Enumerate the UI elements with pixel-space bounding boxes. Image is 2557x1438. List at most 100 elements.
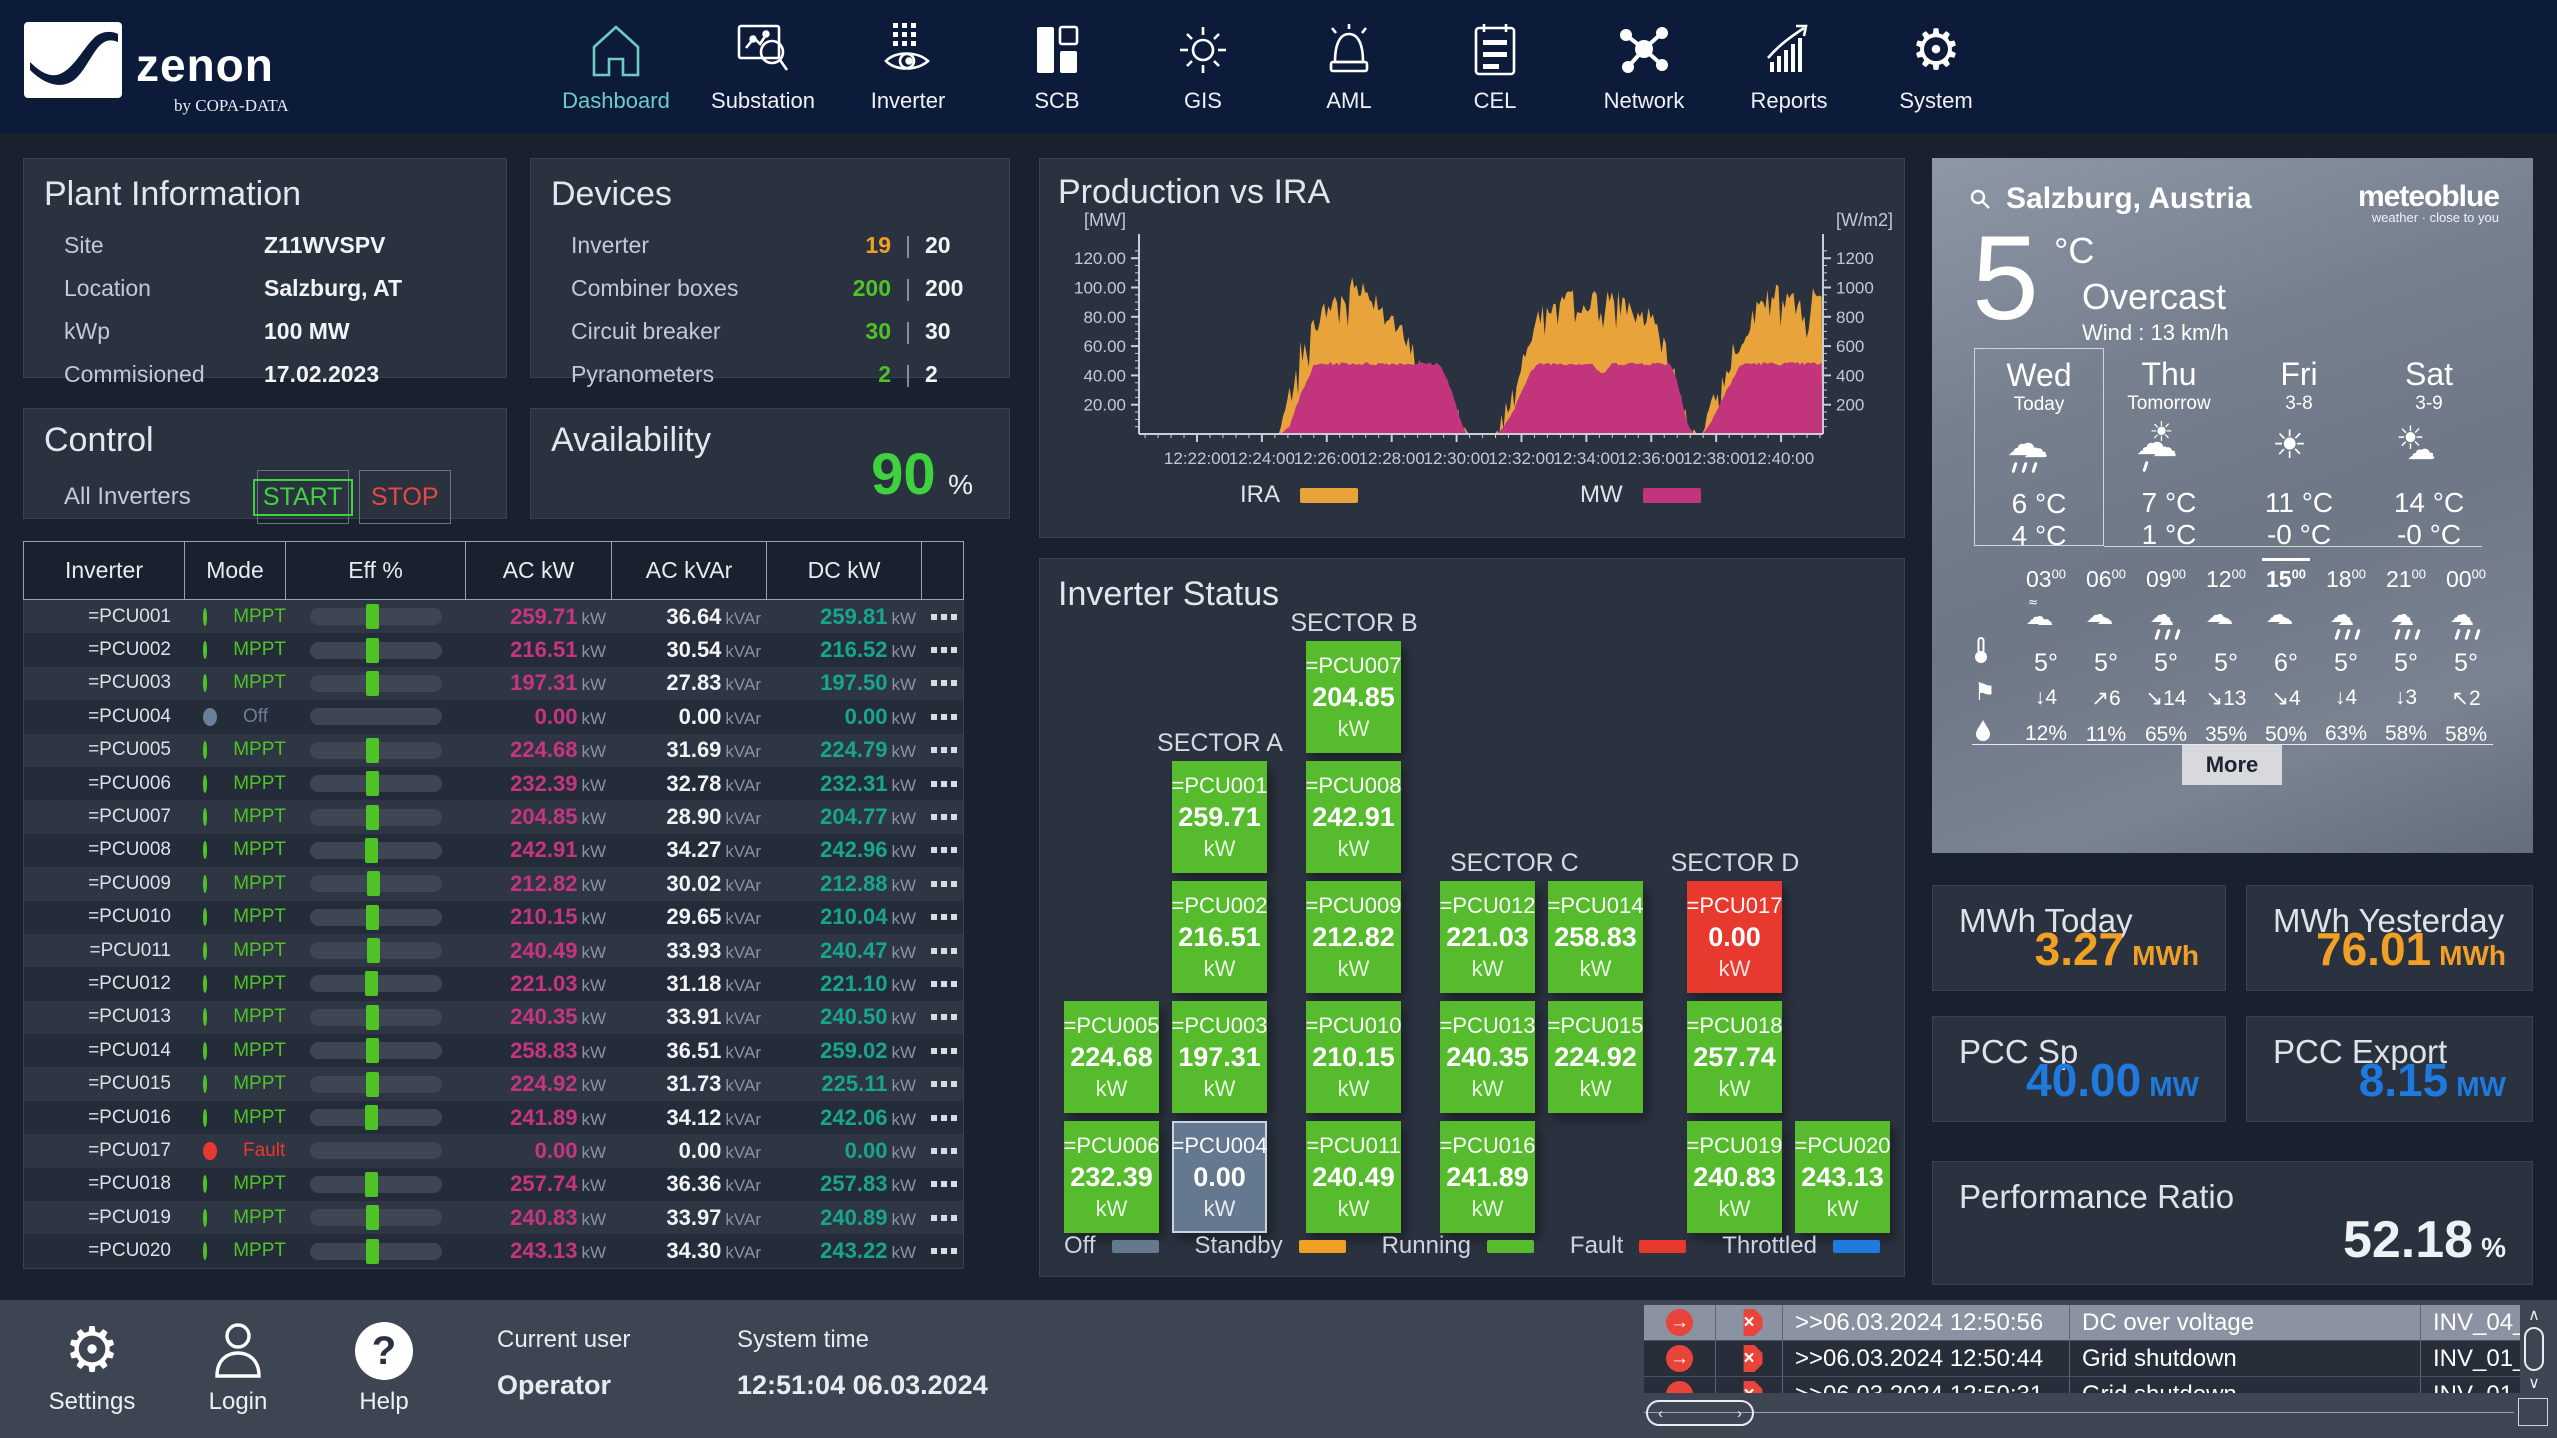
inverter-tile-PCU015[interactable]: =PCU015 224.92 kW — [1548, 1001, 1644, 1113]
inverter-tile-PCU003[interactable]: =PCU003 197.31 kW — [1172, 1001, 1268, 1113]
horizontal-scroll-thumb[interactable]: ‹ › — [1646, 1400, 1754, 1426]
inverter-tile-PCU011[interactable]: =PCU011 240.49 kW — [1306, 1121, 1401, 1233]
nav-item-gis[interactable]: GIS — [1128, 14, 1278, 114]
table-row[interactable]: =PCU002 MPPT 216.51 kW 30.54 kVAr 216.52 kW — [24, 633, 963, 667]
alarm-horizontal-scrollbar[interactable]: ‹ › — [1644, 1398, 2548, 1428]
inverter-tile-PCU013[interactable]: =PCU013 240.35 kW — [1440, 1001, 1536, 1113]
row-menu-button[interactable] — [922, 980, 965, 987]
row-menu-button[interactable] — [922, 1147, 965, 1154]
row-menu-button[interactable] — [922, 1114, 965, 1121]
row-menu-button[interactable] — [922, 780, 965, 787]
column-header-Inverter[interactable]: Inverter — [24, 542, 185, 599]
inverter-tile-PCU008[interactable]: =PCU008 242.91 kW — [1306, 761, 1402, 873]
forecast-hour-15[interactable]: 1500 ☁ ☁ 6° ↘4 50% — [2256, 558, 2316, 747]
start-button[interactable]: START — [252, 470, 353, 524]
inverter-tile-PCU007[interactable]: =PCU007 204.85 kW — [1306, 641, 1402, 753]
login-button[interactable]: Login — [168, 1314, 308, 1416]
column-header-AC kVAr[interactable]: AC kVAr — [612, 542, 767, 599]
row-menu-button[interactable] — [922, 713, 965, 720]
row-menu-button[interactable] — [922, 914, 965, 921]
alarm-clear-cell[interactable]: × — [1716, 1341, 1783, 1376]
alarm-acknowledge-cell[interactable]: → — [1644, 1341, 1716, 1376]
table-row[interactable]: =PCU010 MPPT 210.15 kW 29.65 kVAr 210.04 kW — [24, 900, 965, 934]
alarm-vertical-scrollbar[interactable]: ∧ ∨ — [2520, 1305, 2548, 1393]
column-header-Eff %[interactable]: Eff % — [286, 542, 466, 599]
horizontal-scroll-track[interactable] — [1644, 1412, 2514, 1413]
nav-item-cel[interactable]: CEL — [1420, 14, 1570, 114]
weather-more-button[interactable]: More — [2182, 745, 2282, 785]
alarm-clear-cell[interactable]: × — [1716, 1377, 1783, 1393]
row-menu-button[interactable] — [922, 814, 965, 821]
clear-x-icon[interactable]: × — [1743, 1309, 1763, 1336]
column-header-menu[interactable] — [922, 542, 965, 599]
forecast-day-fri[interactable]: Fri 3-8 ☀ 11 °C -0 °C — [2234, 348, 2364, 550]
alarm-row[interactable]: → × >>06.03.2024 12:50:44 Grid shutdown INV_… — [1644, 1341, 2520, 1377]
column-header-AC kW[interactable]: AC kW — [466, 542, 612, 599]
acknowledge-arrow-icon[interactable]: → — [1666, 1309, 1693, 1336]
nav-item-inverter[interactable]: Inverter — [833, 14, 983, 114]
nav-item-aml[interactable]: AML — [1274, 14, 1424, 114]
inverter-tile-PCU012[interactable]: =PCU012 221.03 kW — [1440, 881, 1536, 993]
table-row[interactable]: =PCU004 Off 0.00 kW 0.00 kVAr 0.00 kW — [24, 700, 965, 734]
row-menu-button[interactable] — [922, 880, 965, 887]
table-row[interactable]: =PCU009 MPPT 212.82 kW 30.02 kVAr 212.88 kW — [24, 867, 965, 901]
column-header-DC kW[interactable]: DC kW — [767, 542, 922, 599]
inverter-tile-PCU019[interactable]: =PCU019 240.83 kW — [1687, 1121, 1783, 1233]
inverter-tile-PCU001[interactable]: =PCU001 259.71 kW — [1172, 761, 1268, 873]
table-row[interactable]: =PCU008 MPPT 242.91 kW 34.27 kVAr 242.96 kW — [24, 833, 965, 868]
acknowledge-arrow-icon[interactable]: → — [1666, 1381, 1693, 1393]
table-row[interactable]: =PCU003 MPPT 197.31 kW 27.83 kVAr 197.50 kW — [24, 666, 965, 701]
table-row[interactable]: =PCU011 MPPT 240.49 kW 33.93 kVAr 240.47 kW — [24, 933, 965, 968]
forecast-hour-18[interactable]: 1800 ☁ ☁ 5° ↓4 63% — [2316, 566, 2376, 746]
forecast-day-sat[interactable]: Sat 3-9 ☀ ☁ 14 °C -0 °C — [2364, 348, 2494, 550]
help-button[interactable]: ? Help — [314, 1314, 454, 1416]
nav-item-reports[interactable]: Reports — [1714, 14, 1864, 114]
inverter-tile-PCU009[interactable]: =PCU009 212.82 kW — [1306, 881, 1402, 993]
forecast-day-wed[interactable]: Wed Today ☁ ☁ 6 °C 4 °C — [1974, 348, 2104, 551]
forecast-hour-21[interactable]: 2100 ☁ ☁ 5° ↓3 58% — [2376, 566, 2436, 746]
table-row[interactable]: =PCU020 MPPT 243.13 kW 34.30 kVAr 243.22 kW — [24, 1234, 963, 1268]
nav-item-system[interactable]: ⚙ System — [1861, 14, 2011, 114]
row-menu-button[interactable] — [922, 1181, 965, 1188]
inverter-tile-PCU016[interactable]: =PCU016 241.89 kW — [1440, 1121, 1536, 1233]
table-row[interactable]: =PCU015 MPPT 224.92 kW 31.73 kVAr 225.11 kW — [24, 1067, 965, 1101]
row-menu-button[interactable] — [922, 947, 965, 954]
settings-button[interactable]: ⚙ Settings — [48, 1316, 136, 1416]
clear-x-icon[interactable]: × — [1743, 1381, 1763, 1393]
table-row[interactable]: =PCU016 MPPT 241.89 kW 34.12 kVAr 242.06 kW — [24, 1100, 965, 1135]
table-row[interactable]: =PCU019 MPPT 240.83 kW 33.97 kVAr 240.89 kW — [24, 1201, 963, 1235]
table-row[interactable]: =PCU006 MPPT 232.39 kW 32.78 kVAr 232.31 kW — [24, 766, 965, 801]
inverter-tile-PCU020[interactable]: =PCU020 243.13 kW — [1795, 1121, 1891, 1233]
row-menu-button[interactable] — [922, 1081, 965, 1088]
forecast-hour-00[interactable]: 0000 ☁ ☁ 5° ↖2 58% — [2436, 566, 2496, 747]
table-row[interactable]: =PCU014 MPPT 258.83 kW 36.51 kVAr 259.02 kW — [24, 1034, 963, 1068]
column-header-Mode[interactable]: Mode — [185, 542, 286, 599]
inverter-tile-PCU002[interactable]: =PCU002 216.51 kW — [1172, 881, 1268, 993]
inverter-tile-PCU014[interactable]: =PCU014 258.83 kW — [1548, 881, 1644, 993]
row-menu-button[interactable] — [922, 747, 965, 754]
acknowledge-arrow-icon[interactable]: → — [1666, 1345, 1693, 1372]
forecast-hour-06[interactable]: 0600 ☁ ☁ 5° ↗6 11% — [2076, 566, 2136, 747]
inverter-tile-PCU006[interactable]: =PCU006 232.39 kW — [1064, 1121, 1160, 1233]
nav-item-network[interactable]: Network — [1569, 14, 1719, 114]
nav-item-dashboard[interactable]: Dashboard — [541, 14, 691, 114]
alarm-clear-cell[interactable]: × — [1716, 1305, 1783, 1340]
alarm-acknowledge-cell[interactable]: → — [1644, 1305, 1716, 1340]
forecast-hour-09[interactable]: 0900 ☁ ☁ 5° ↘14 65% — [2136, 566, 2196, 747]
inverter-tile-PCU005[interactable]: =PCU005 224.68 kW — [1064, 1001, 1160, 1113]
table-row[interactable]: =PCU001 MPPT 259.71 kW 36.64 kVAr 259.81 kW — [24, 600, 963, 634]
weather-location[interactable]: Salzburg, Austria — [1968, 182, 2252, 216]
nav-item-scb[interactable]: SCB — [982, 14, 1132, 114]
table-row[interactable]: =PCU005 MPPT 224.68 kW 31.69 kVAr 224.79 kW — [24, 733, 965, 767]
inverter-tile-PCU010[interactable]: =PCU010 210.15 kW — [1306, 1001, 1402, 1113]
row-menu-button[interactable] — [922, 847, 965, 854]
table-row[interactable]: =PCU018 MPPT 257.74 kW 36.36 kVAr 257.83 kW — [24, 1167, 965, 1202]
vertical-scroll-thumb[interactable] — [2524, 1327, 2544, 1371]
inverter-tile-PCU018[interactable]: =PCU018 257.74 kW — [1687, 1001, 1783, 1113]
stop-button[interactable]: STOP — [358, 470, 451, 524]
scroll-up-icon[interactable]: ∧ — [2528, 1307, 2540, 1324]
row-menu-button[interactable] — [922, 680, 965, 687]
table-row[interactable]: =PCU012 MPPT 221.03 kW 31.18 kVAr 221.10 kW — [24, 967, 965, 1001]
alarm-acknowledge-cell[interactable]: → — [1644, 1377, 1716, 1393]
scroll-down-icon[interactable]: ∨ — [2528, 1375, 2540, 1392]
